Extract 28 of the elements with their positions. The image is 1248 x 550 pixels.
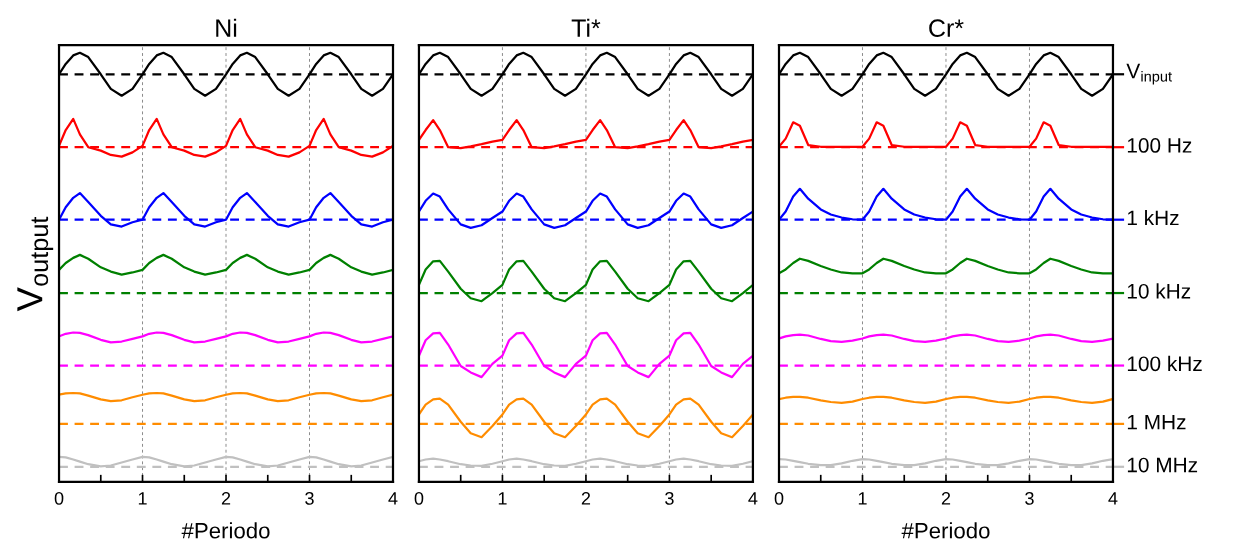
legend-label: 100 Hz	[1127, 138, 1192, 153]
legend-label: 10 MHz	[1127, 457, 1198, 473]
chart-title: Ni	[216, 18, 237, 37]
legend-label: 1 MHz	[1127, 414, 1186, 430]
x-tick-label: 1	[858, 492, 867, 505]
x-tick-label: 1	[138, 492, 147, 505]
x-tick-label: 2	[221, 492, 231, 505]
x-tick-label: 4	[1108, 492, 1118, 505]
x-tick-label: 0	[54, 492, 64, 505]
legend-label: 10 kHz	[1127, 283, 1191, 299]
x-tick-label: 3	[665, 492, 674, 505]
x-tick-label: 1	[498, 492, 507, 505]
chart-title: Ti*	[571, 18, 601, 37]
chart-title: Cr*	[929, 19, 964, 38]
x-axis-title: #Periodo	[181, 522, 270, 539]
x-tick-label: 0	[414, 492, 424, 505]
legend-label: 1 kHz	[1127, 209, 1179, 226]
x-tick-label: 4	[748, 492, 758, 505]
x-tick-label: 3	[305, 492, 314, 505]
x-tick-label: 3	[1025, 492, 1034, 505]
x-tick-label: 4	[388, 492, 398, 505]
x-tick-label: 0	[774, 492, 784, 505]
legend-label: V$_{input}$	[1126, 63, 1172, 85]
x-tick-label: 2	[941, 492, 951, 505]
x-tick-label: 2	[581, 492, 591, 505]
x-axis-title: #Periodo	[901, 522, 990, 539]
y-axis-title: V$_{output}$	[17, 216, 54, 312]
legend-label: 100 kHz	[1127, 355, 1202, 372]
